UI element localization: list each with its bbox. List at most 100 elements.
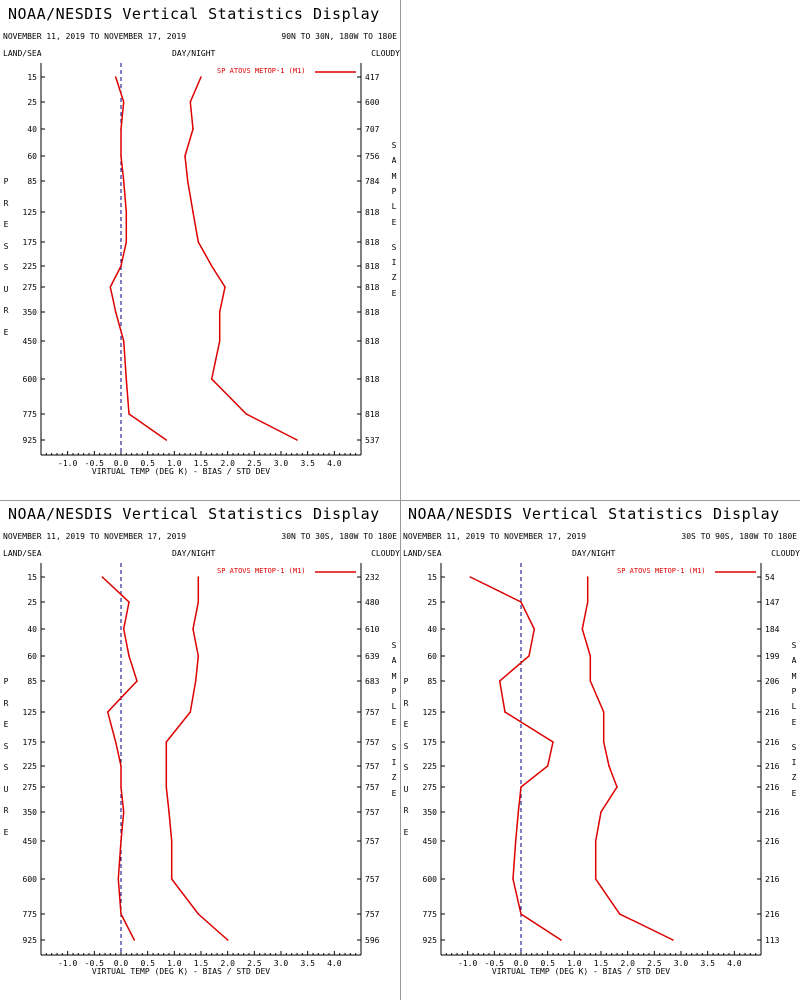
sample-size-axis-letter: E: [391, 717, 397, 727]
sample-size-label: 757: [365, 738, 380, 747]
sample-size-label: 818: [365, 262, 380, 271]
sample-size-label: 216: [765, 910, 780, 919]
pressure-level-label: 125: [423, 708, 438, 717]
std_dev-point: [165, 741, 168, 743]
bias-point: [552, 741, 554, 743]
x-tick-label: 3.0: [274, 459, 289, 468]
sample-size-label: 232: [365, 573, 380, 582]
std_dev-point: [197, 601, 200, 603]
bias-point: [165, 439, 168, 441]
sample-size-label: 184: [765, 625, 780, 634]
std_dev-point: [210, 378, 213, 380]
x-axis-label: VIRTUAL TEMP (DEG K) - BIAS / STD DEV: [92, 967, 270, 976]
sample-size-label: 216: [765, 708, 780, 717]
pressure-level-label: 60: [27, 652, 37, 661]
bias-point: [498, 680, 501, 682]
pressure-level-label: 600: [23, 375, 38, 384]
std_dev-point: [170, 878, 173, 880]
date-range: NOVEMBER 11, 2019 TO NOVEMBER 17, 2019: [3, 32, 187, 41]
sample-size-axis-letter: P: [791, 686, 797, 696]
pressure-level-label: 15: [27, 73, 37, 82]
date-range: NOVEMBER 11, 2019 TO NOVEMBER 17, 2019: [3, 532, 187, 541]
day-night-label: DAY/NIGHT: [172, 49, 216, 58]
bias-point: [109, 286, 112, 288]
x-axis-label: VIRTUAL TEMP (DEG K) - BIAS / STD DEV: [92, 467, 270, 476]
x-tick-label: 0.5: [140, 959, 155, 968]
bias-point: [520, 601, 522, 603]
sample-size-axis-letter: A: [391, 656, 397, 666]
std_dev-point: [197, 241, 200, 243]
pressure-level-label: 775: [423, 910, 438, 919]
std_dev-point: [586, 601, 589, 603]
std_dev-point: [186, 180, 189, 182]
land-sea-label: LAND/SEA: [3, 549, 42, 558]
sample-size-label: 199: [765, 652, 780, 661]
sample-size-axis-letter: S: [791, 641, 797, 650]
pressure-level-label: 225: [23, 262, 38, 271]
pressure-level-label: 600: [423, 875, 438, 884]
x-tick-label: -1.0: [58, 459, 77, 468]
bias-point: [125, 211, 128, 213]
bias-point: [120, 128, 122, 130]
pressure-axis-letter: P: [3, 677, 9, 686]
pressure-axis-letter: U: [3, 284, 9, 294]
x-tick-label: 1.0: [167, 459, 182, 468]
bias-point: [120, 786, 122, 788]
std_dev-point: [194, 680, 197, 682]
x-tick-label: -1.0: [458, 959, 477, 968]
pressure-axis-letter: E: [3, 827, 9, 837]
day-night-label: DAY/NIGHT: [172, 549, 216, 558]
sample-size-axis-letter: S: [791, 742, 797, 752]
pressure-axis-letter: S: [403, 763, 409, 772]
std_dev-point: [245, 413, 248, 415]
sample-size-label: 537: [365, 436, 380, 445]
bias-point: [122, 101, 125, 103]
std_dev-line: [184, 76, 298, 441]
x-tick-label: 0.5: [140, 459, 155, 468]
pressure-level-label: 275: [23, 283, 38, 292]
std_dev-point: [224, 286, 226, 288]
bias-point: [122, 811, 125, 813]
bias-line: [109, 76, 167, 441]
pressure-axis-letter: E: [3, 220, 9, 229]
sample-size-label: 54: [765, 573, 775, 582]
pressure-level-label: 85: [27, 177, 37, 186]
bias-point: [125, 378, 128, 380]
pressure-level-label: 15: [427, 573, 437, 582]
bias-point: [133, 939, 136, 941]
legend-label: SP ATOVS METOP-1 (M1): [617, 567, 706, 575]
sample-size-label: 216: [765, 783, 780, 792]
std_dev-point: [589, 680, 592, 682]
pressure-level-label: 600: [23, 875, 38, 884]
std_dev-point: [218, 311, 221, 313]
sample-size-axis-letter: Z: [791, 773, 797, 783]
pressure-level-label: 175: [23, 738, 38, 747]
sample-size-label: 818: [365, 337, 380, 346]
std_dev-point: [296, 439, 298, 441]
day-night-label: DAY/NIGHT: [572, 549, 616, 558]
bias-point: [114, 311, 117, 313]
sample-size-label: 757: [365, 837, 380, 846]
bias-point: [120, 265, 122, 267]
pressure-level-label: 40: [27, 625, 37, 634]
legend-label: SP ATOVS METOP-1 (M1): [217, 67, 306, 75]
pressure-axis-letter: S: [3, 263, 9, 272]
land-sea-label: LAND/SEA: [3, 49, 42, 58]
x-tick-label: 0.0: [514, 959, 529, 968]
x-tick-label: 3.5: [300, 959, 315, 968]
pressure-level-label: 85: [27, 677, 37, 686]
bias-point: [122, 340, 125, 342]
x-tick-label: 1.5: [194, 459, 209, 468]
std_dev-point: [165, 786, 168, 788]
pressure-level-label: 25: [27, 98, 37, 107]
sample-size-axis-letter: P: [391, 686, 397, 696]
pressure-level-label: 40: [27, 125, 37, 134]
bias-line: [469, 576, 562, 941]
date-range: NOVEMBER 11, 2019 TO NOVEMBER 17, 2019: [403, 532, 587, 541]
pressure-level-label: 25: [27, 598, 37, 607]
x-tick-label: 4.0: [727, 959, 742, 968]
std_dev-point: [184, 155, 186, 157]
sample-size-label: 113: [765, 936, 780, 945]
sample-size-axis-letter: E: [391, 288, 397, 298]
bias-point: [114, 741, 117, 743]
